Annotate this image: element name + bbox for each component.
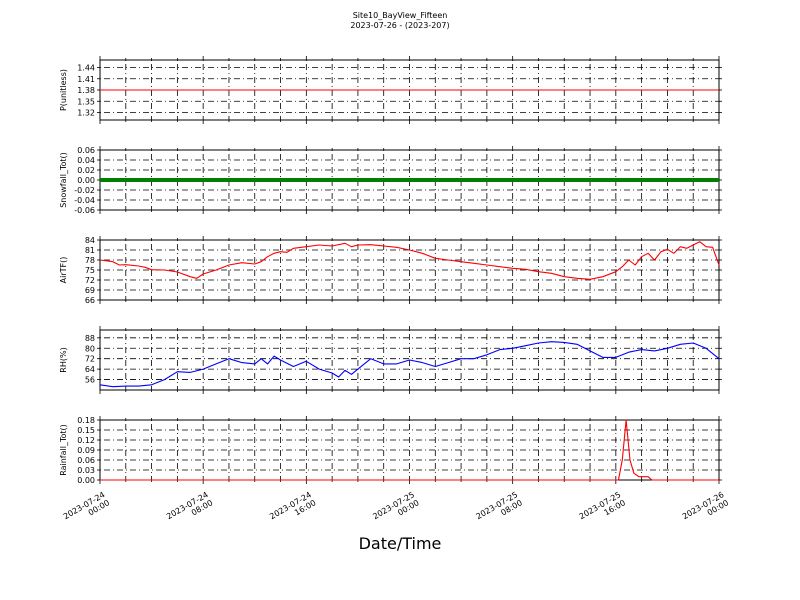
- series-line-3-0: [99, 341, 720, 388]
- y-tick-label: 0.02: [77, 166, 95, 175]
- chart-title: Site10_BayView_Fifteen 2023-07-26 - (202…: [0, 11, 800, 31]
- y-axis-label: Snowfall_Tot(): [59, 152, 68, 208]
- y-tick-label: 0.12: [77, 436, 95, 445]
- y-tick-label: 64: [85, 365, 95, 374]
- y-tick-label: 56: [85, 376, 95, 385]
- x-tick-label: 2023-07-2408:00: [165, 490, 214, 529]
- y-tick-label: 0.00: [77, 476, 95, 485]
- y-tick-label: 75: [85, 266, 95, 275]
- y-tick-label: 80: [85, 344, 95, 353]
- y-tick-label: 88: [85, 334, 95, 343]
- y-tick-label: 69: [85, 286, 95, 295]
- chart-subtitle-text: 2023-07-26 - (2023-207): [350, 21, 450, 30]
- x-tick-label: 2023-07-2600:00: [681, 490, 730, 529]
- y-tick-label: 0.18: [77, 416, 95, 425]
- series-line-4-0: [100, 419, 719, 481]
- chart-title-text: Site10_BayView_Fifteen: [352, 11, 448, 20]
- y-tick-label: 0.06: [77, 456, 95, 465]
- x-tick-label: 2023-07-2508:00: [474, 490, 523, 529]
- panel-1: 0.060.040.020.00-0.02-0.04-0.06 Snowfall_…: [59, 146, 722, 215]
- y-tick-label: -0.06: [74, 206, 95, 215]
- y-tick-label: 1.41: [77, 75, 95, 84]
- panel-0: 1.44 1.41 1.38 1.35 1.32 P(unitless): [59, 56, 722, 124]
- y-tick-label: -0.04: [74, 196, 95, 205]
- y-tick-label: 1.38: [77, 86, 95, 95]
- y-tick-label: 0.00: [77, 176, 95, 185]
- panel-4: 0.180.150.120.090.060.030.00 Rainfall_Tot…: [59, 416, 722, 485]
- x-tick-label: 2023-07-2516:00: [578, 490, 627, 529]
- y-axis-label: Rainfall_Tot(): [59, 424, 68, 476]
- y-tick-label: 0.04: [77, 156, 95, 165]
- y-tick-label: 1.32: [77, 109, 95, 118]
- y-axis-label: RH(%): [59, 347, 68, 372]
- x-axis-label: Date/Time: [358, 534, 442, 553]
- y-axis-label: AirTF(): [59, 257, 68, 284]
- y-tick-label: 72: [85, 355, 95, 364]
- y-tick-label: 72: [85, 276, 95, 285]
- x-tick-label: 2023-07-2416:00: [268, 490, 317, 529]
- x-tick-label: 2023-07-2500:00: [371, 490, 420, 529]
- panel-frame: [99, 239, 720, 301]
- y-tick-label: -0.02: [74, 186, 95, 195]
- y-tick-label: 0.06: [77, 146, 95, 155]
- x-tick-label: 2023-07-2400:00: [62, 490, 111, 529]
- y-tick-label: 0.15: [77, 426, 95, 435]
- y-tick-label: 84: [85, 236, 95, 245]
- y-tick-label: 78: [85, 256, 95, 265]
- y-tick-label: 1.35: [77, 97, 95, 106]
- panel-frame: [99, 329, 720, 391]
- y-axis-label: P(unitless): [59, 69, 68, 111]
- y-tick-label: 1.44: [77, 64, 95, 73]
- y-tick-label: 0.03: [77, 466, 95, 475]
- y-tick-label: 66: [85, 296, 95, 305]
- y-tick-label: 81: [85, 246, 95, 255]
- series-line-2-0: [99, 241, 720, 280]
- y-tick-label: 0.09: [77, 446, 95, 455]
